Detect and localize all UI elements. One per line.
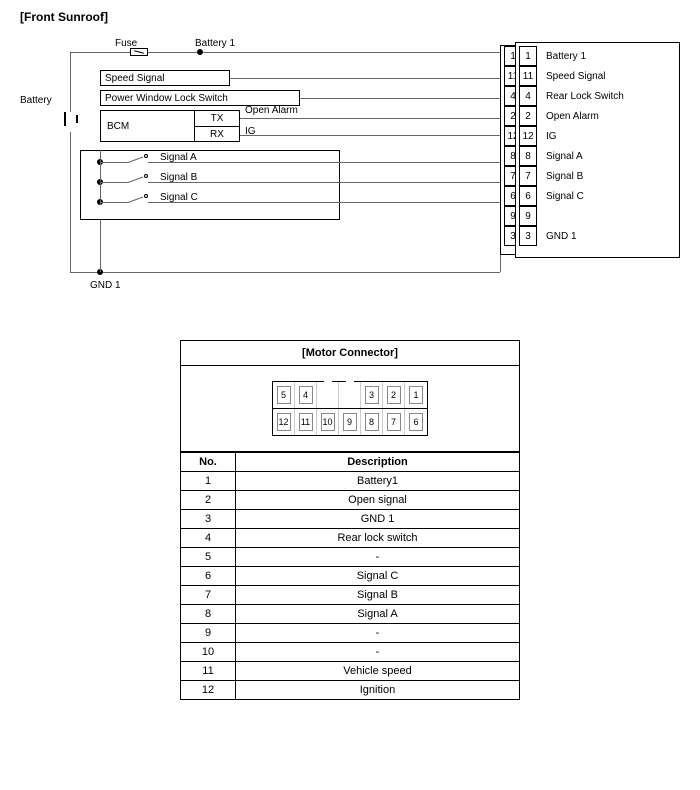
- connector-pin: 1: [405, 382, 427, 408]
- speed-signal-box: Speed Signal: [100, 70, 230, 86]
- signal-box: [80, 150, 340, 220]
- pin-cell: 8: [519, 146, 537, 166]
- signal-c-label: Signal C: [160, 192, 198, 203]
- pin-no-cell: 3: [181, 510, 236, 529]
- pin-label: [546, 206, 624, 226]
- connector-pin: 10: [317, 409, 339, 435]
- pin-cell: 12: [519, 126, 537, 146]
- pin-no-cell: 9: [181, 624, 236, 643]
- table-row: 7Signal B: [181, 586, 520, 605]
- pin-label: GND 1: [546, 226, 624, 246]
- pin-cell: 7: [519, 166, 537, 186]
- pin-no-cell: 5: [181, 548, 236, 567]
- pin-label: Signal C: [546, 186, 624, 206]
- bcm-label: BCM: [107, 121, 129, 132]
- pin-label: Speed Signal: [546, 66, 624, 86]
- table-row: 11Vehicle speed: [181, 662, 520, 681]
- connector-pin: 6: [405, 409, 427, 435]
- pin-label: Rear Lock Switch: [546, 86, 624, 106]
- connector-pin: 8: [361, 409, 383, 435]
- pin-no-cell: 4: [181, 529, 236, 548]
- pin-no-cell: 11: [181, 662, 236, 681]
- pin-desc-cell: Signal C: [236, 567, 520, 586]
- schematic-diagram: Fuse Battery 1 Battery Speed Signal Powe…: [20, 50, 680, 310]
- connector-pin: 7: [383, 409, 405, 435]
- pin-no-cell: 2: [181, 491, 236, 510]
- table-row: 1Battery1: [181, 472, 520, 491]
- pin-desc-cell: Ignition: [236, 681, 520, 700]
- motor-connector-title: [Motor Connector]: [180, 340, 520, 366]
- pin-description-table: No. Description 1Battery12Open signal3GN…: [180, 452, 520, 700]
- pin-cell: 9: [519, 206, 537, 226]
- table-row: 3GND 1: [181, 510, 520, 529]
- pin-desc-cell: -: [236, 643, 520, 662]
- connector-pin: [317, 382, 339, 408]
- pin-label: Open Alarm: [546, 106, 624, 126]
- table-header-no: No.: [181, 453, 236, 472]
- pin-label: Battery 1: [546, 46, 624, 66]
- table-row: 2Open signal: [181, 491, 520, 510]
- connector-pin: [339, 382, 361, 408]
- pin-label: Signal A: [546, 146, 624, 166]
- connector-pin: 2: [383, 382, 405, 408]
- signal-a-label: Signal A: [160, 152, 197, 163]
- battery1-top-label: Battery 1: [195, 38, 235, 49]
- pin-cell: 6: [519, 186, 537, 206]
- connector-pin: 9: [339, 409, 361, 435]
- tx-label: TX: [195, 111, 239, 127]
- pin-desc-cell: GND 1: [236, 510, 520, 529]
- pin-desc-cell: Signal B: [236, 586, 520, 605]
- connector-pin: 3: [361, 382, 383, 408]
- table-row: 10-: [181, 643, 520, 662]
- pin-no-cell: 1: [181, 472, 236, 491]
- pwr-lock-box: Power Window Lock Switch: [100, 90, 300, 106]
- pin-cell: 1: [519, 46, 537, 66]
- connector-pinout-diagram: 54 321 1211109876: [180, 366, 520, 452]
- gnd1-label: GND 1: [90, 280, 121, 291]
- table-row: 4Rear lock switch: [181, 529, 520, 548]
- pin-cell: 11: [519, 66, 537, 86]
- pin-desc-cell: Signal A: [236, 605, 520, 624]
- pin-desc-cell: Rear lock switch: [236, 529, 520, 548]
- pin-no-cell: 8: [181, 605, 236, 624]
- diagram-title: [Front Sunroof]: [20, 10, 108, 24]
- fuse-symbol: [130, 48, 148, 56]
- pin-desc-cell: Vehicle speed: [236, 662, 520, 681]
- open-alarm-label: Open Alarm: [245, 105, 298, 116]
- battery-label: Battery: [20, 95, 52, 106]
- pin-no-cell: 12: [181, 681, 236, 700]
- connector-pin: 12: [273, 409, 295, 435]
- motor-connector-section: [Motor Connector] 54321 1211109876 No. D…: [180, 340, 520, 700]
- connector-pin: 11: [295, 409, 317, 435]
- pin-cell: 4: [519, 86, 537, 106]
- pin-no-cell: 7: [181, 586, 236, 605]
- bcm-container: BCM TX RX: [100, 110, 240, 142]
- table-row: 5-: [181, 548, 520, 567]
- signal-b-label: Signal B: [160, 172, 197, 183]
- right-pin-block: 111421287693 Battery 1Speed SignalRear L…: [515, 42, 680, 258]
- pin-no-cell: 6: [181, 567, 236, 586]
- pin-desc-cell: Open signal: [236, 491, 520, 510]
- pin-desc-cell: Battery1: [236, 472, 520, 491]
- table-row: 12Ignition: [181, 681, 520, 700]
- pin-label: Signal B: [546, 166, 624, 186]
- table-row: 6Signal C: [181, 567, 520, 586]
- table-row: 8Signal A: [181, 605, 520, 624]
- pin-cell: 2: [519, 106, 537, 126]
- pin-desc-cell: -: [236, 624, 520, 643]
- table-row: 9-: [181, 624, 520, 643]
- rx-label: RX: [195, 127, 239, 142]
- pin-label: IG: [546, 126, 624, 146]
- table-header-desc: Description: [236, 453, 520, 472]
- pin-cell: 3: [519, 226, 537, 246]
- pin-no-cell: 10: [181, 643, 236, 662]
- pin-desc-cell: -: [236, 548, 520, 567]
- connector-pin: 5: [273, 382, 295, 408]
- connector-pin: 4: [295, 382, 317, 408]
